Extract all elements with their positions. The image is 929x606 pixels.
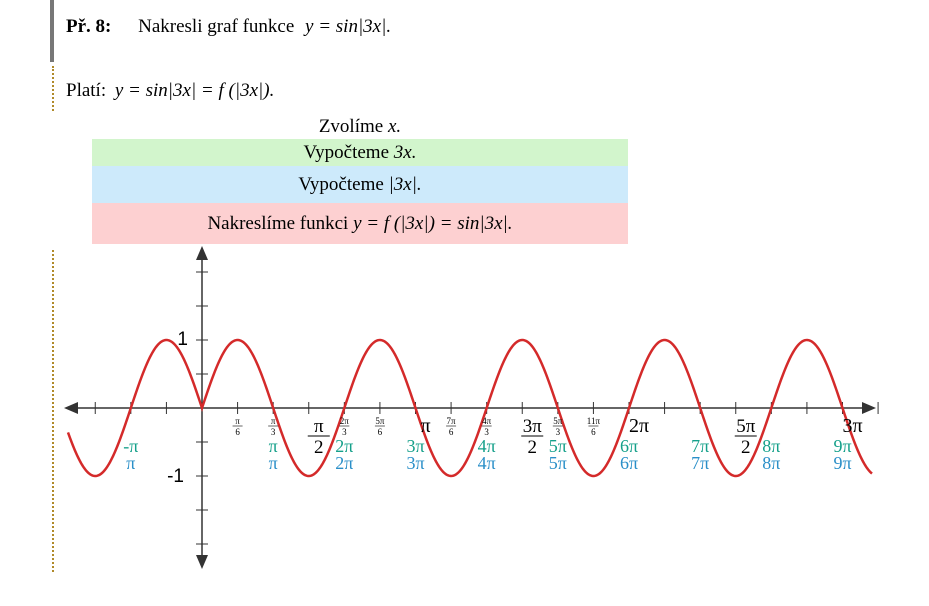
value-3x: 9π xyxy=(833,436,851,456)
step: Nakreslíme funkci y = f (|3x|) = sin|3x|… xyxy=(92,203,628,244)
margin-dots xyxy=(52,66,54,111)
value-abs-3x: 6π xyxy=(620,453,638,473)
step-formula: y = f (|3x|) = sin|3x|. xyxy=(353,213,513,234)
margin-dots xyxy=(52,250,54,572)
value-abs-3x: 3π xyxy=(406,453,424,473)
x-label-den: 6 xyxy=(591,427,596,437)
y-label: 1 xyxy=(177,329,188,350)
step-formula: 3x. xyxy=(393,142,417,163)
statement: Platí: y = sin|3x| = f (|3x|). xyxy=(66,80,274,102)
value-abs-3x: 7π xyxy=(691,453,709,473)
x-label-den: 2 xyxy=(741,437,751,458)
x-label-den: 3 xyxy=(556,427,561,437)
x-label-den: 2 xyxy=(528,437,538,458)
value-3x: 3π xyxy=(406,436,424,456)
exercise-text: Nakresli graf funkce xyxy=(138,16,295,37)
exercise-label: Př. 8: xyxy=(66,16,112,37)
exercise-formula: y = sin|3x|. xyxy=(305,16,392,37)
value-abs-3x: 4π xyxy=(478,453,496,473)
x-label: π xyxy=(420,415,430,437)
x-label: 3π xyxy=(842,415,862,437)
x-label-den: 6 xyxy=(378,427,383,437)
value-3x: 5π xyxy=(549,436,567,456)
x-label-num: 5π xyxy=(736,416,756,437)
value-3x: 6π xyxy=(620,436,638,456)
step-text: Vypočteme xyxy=(298,174,384,195)
x-label-num: 3π xyxy=(523,416,543,437)
margin-bar xyxy=(50,0,54,62)
y-label: -1 xyxy=(167,466,184,487)
step-formula: |3x|. xyxy=(388,174,422,195)
y-arrow xyxy=(196,555,208,569)
function-curve xyxy=(66,338,873,478)
x-label-num: 7π xyxy=(447,416,457,426)
x-label-num: 5π xyxy=(375,416,385,426)
x-label-den: 6 xyxy=(449,427,454,437)
step-text: Zvolíme xyxy=(318,116,384,137)
x-label-den: 6 xyxy=(235,427,240,437)
x-label-num: π xyxy=(314,416,324,437)
y-arrow xyxy=(196,246,208,260)
x-arrow xyxy=(862,402,876,414)
x-label-num: π xyxy=(235,416,240,426)
x-label: 2π xyxy=(629,415,649,437)
x-label-num: 5π xyxy=(553,416,563,426)
x-label-den: 2 xyxy=(314,437,324,458)
step-formula: x. xyxy=(387,116,402,137)
step: Vypočteme |3x|. xyxy=(92,166,628,203)
value-3x: 2π xyxy=(335,436,353,456)
value-abs-3x: 2π xyxy=(335,453,353,473)
statement-formula: y = sin|3x| = f (|3x|). xyxy=(114,80,275,101)
x-label-num: π xyxy=(271,416,276,426)
value-3x: -π xyxy=(123,436,138,456)
x-label-num: 4π xyxy=(482,416,492,426)
value-3x: 8π xyxy=(762,436,780,456)
x-label-den: 3 xyxy=(342,427,347,437)
step-text: Nakreslíme funkci xyxy=(207,213,349,234)
x-label-num: 11π xyxy=(587,416,601,426)
x-label-den: 3 xyxy=(484,427,489,437)
value-3x: 7π xyxy=(691,436,709,456)
step: Zvolíme x. xyxy=(92,115,628,139)
step: Vypočteme 3x. xyxy=(92,139,628,166)
value-abs-3x: π xyxy=(269,453,278,473)
x-label-den: 3 xyxy=(271,427,276,437)
value-3x: π xyxy=(269,436,278,456)
step-text: Vypočteme xyxy=(303,142,390,163)
value-abs-3x: π xyxy=(126,453,135,473)
header: Př. 8: Nakresli graf funkce y = sin|3x|. xyxy=(66,16,391,38)
value-abs-3x: 9π xyxy=(833,453,851,473)
value-3x: 4π xyxy=(478,436,496,456)
x-arrow xyxy=(64,402,78,414)
value-abs-3x: 8π xyxy=(762,453,780,473)
statement-text: Platí: xyxy=(66,80,107,101)
x-label-num: 2π xyxy=(340,416,350,426)
value-abs-3x: 5π xyxy=(549,453,567,473)
